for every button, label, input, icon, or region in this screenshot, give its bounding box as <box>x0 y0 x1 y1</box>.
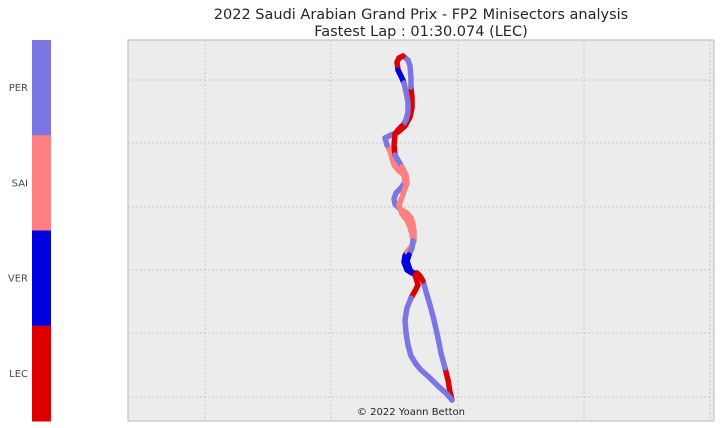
colorbar-label-per: PER <box>9 83 28 94</box>
minisector-lec <box>408 272 421 301</box>
minisector-per <box>400 53 414 90</box>
colorbar-segment-sai <box>32 135 51 231</box>
track-map <box>382 53 455 403</box>
colorbar-segment-ver <box>32 230 51 327</box>
minisector-per <box>399 80 411 129</box>
colorbar-segment-per <box>32 40 51 136</box>
minisector-per <box>391 179 408 212</box>
minisector-ver <box>404 252 418 278</box>
credit-text: © 2022 Yoann Betton <box>357 407 465 418</box>
colorbar-label-ver: VER <box>8 274 28 285</box>
chart-title: 2022 Saudi Arabian Grand Prix - FP2 Mini… <box>214 7 628 23</box>
driver-colorbar: PER SAI VER LEC <box>8 40 51 422</box>
minisector-sai <box>396 202 416 244</box>
colorbar-label-sai: SAI <box>12 178 28 189</box>
minisector-sai <box>396 164 410 208</box>
minisector-lec <box>391 123 405 158</box>
colorbar-label-lec: LEC <box>9 369 28 380</box>
minisector-per <box>402 295 419 367</box>
plot-area <box>127 39 715 422</box>
minisector-per <box>420 278 448 371</box>
chart-subtitle: Fastest Lap : 01:30.074 (LEC) <box>314 24 528 40</box>
minisector-lec <box>394 53 406 73</box>
minisector-per <box>413 361 455 403</box>
colorbar-segment-lec <box>32 325 51 422</box>
grid-lines <box>128 40 714 421</box>
